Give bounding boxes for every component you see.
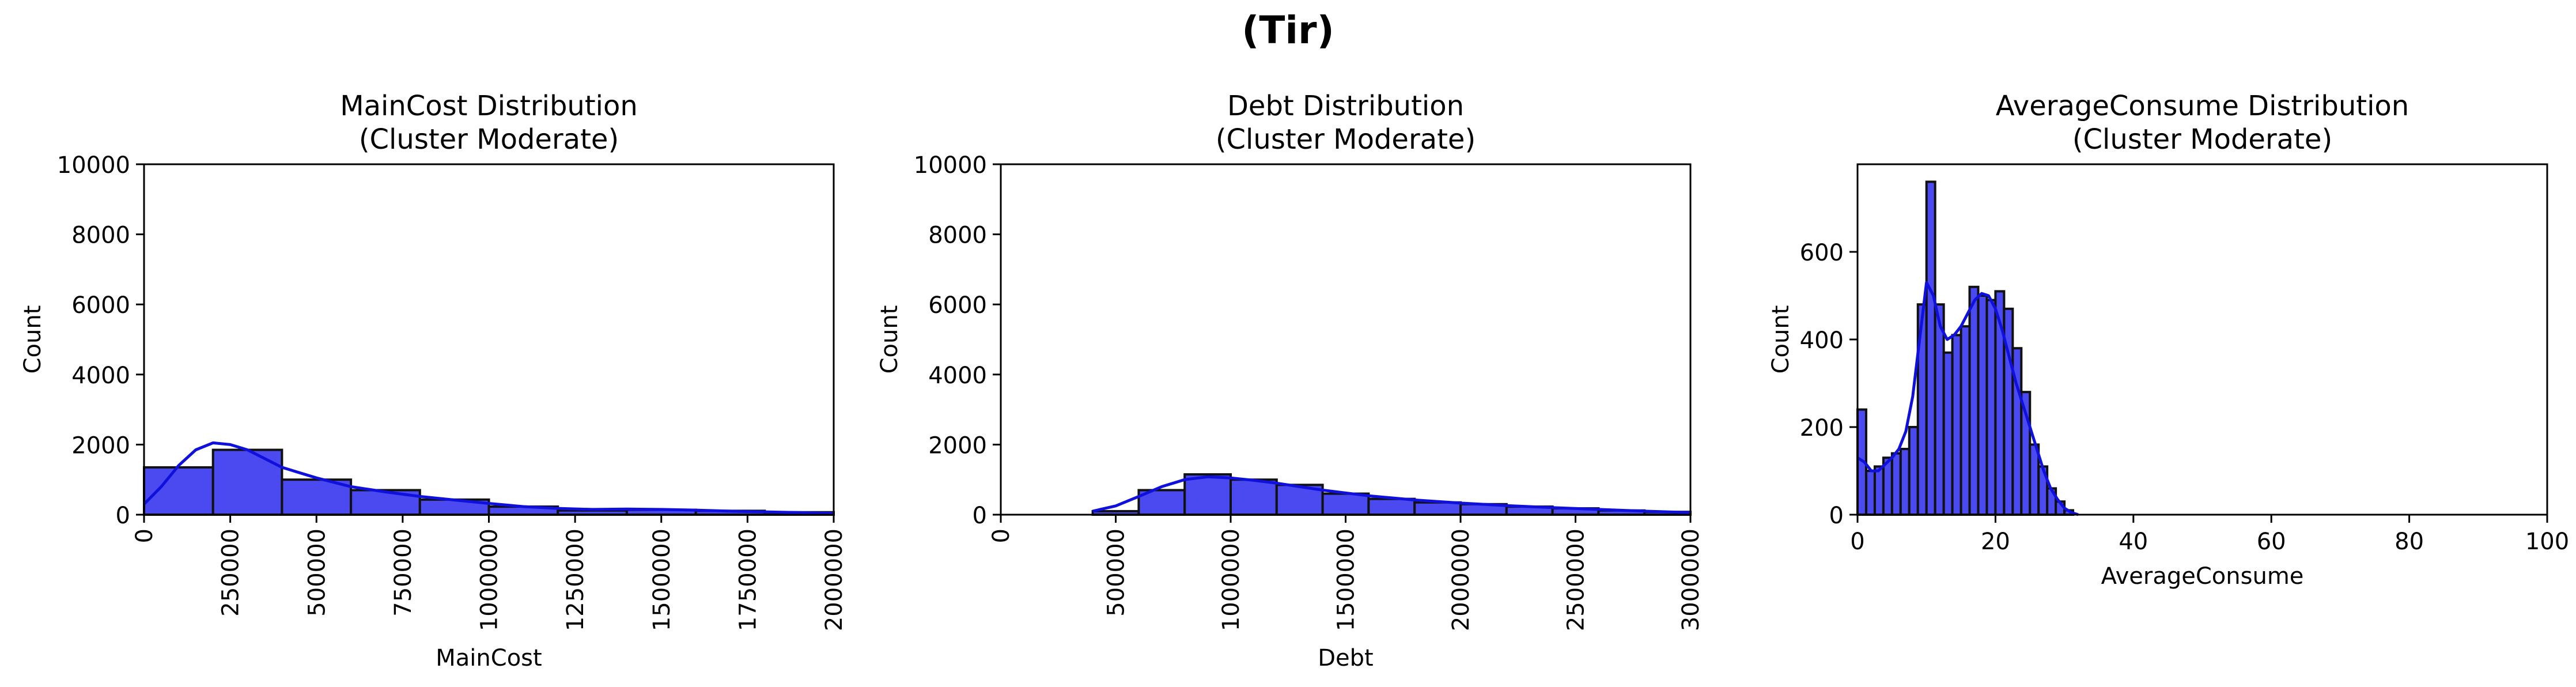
x-tick-label: 100 — [2525, 529, 2569, 555]
histogram-bar — [1899, 448, 1911, 516]
x-tick-label: 20 — [1981, 529, 2010, 555]
y-tick-label: 6000 — [71, 292, 130, 319]
histogram-bar — [1864, 470, 1876, 516]
histogram-bar — [1985, 299, 1997, 516]
y-tick-label: 8000 — [928, 222, 987, 249]
y-tick-label: 10000 — [914, 152, 987, 179]
histogram-bar — [1890, 452, 1902, 516]
axes-frame — [1000, 163, 1692, 516]
histogram-bar — [1321, 492, 1370, 516]
x-tick-label: 60 — [2257, 529, 2286, 555]
x-tick-label: 0 — [131, 529, 158, 543]
x-tick-label: 1500000 — [649, 529, 675, 631]
y-axis-label: Count — [20, 305, 46, 374]
x-tick-label: 250000 — [218, 529, 244, 617]
y-tick-label: 4000 — [71, 363, 130, 389]
histogram-bar — [1413, 501, 1462, 516]
y-tick-label: 0 — [1829, 503, 1844, 529]
kde-line — [143, 441, 834, 515]
chart-title-line: (Cluster Moderate) — [359, 123, 619, 156]
chart-title-line: (Cluster Moderate) — [1216, 123, 1476, 156]
y-axis-label: Count — [876, 305, 903, 374]
x-tick-label: 2500000 — [1563, 529, 1590, 631]
histogram-bar — [281, 478, 353, 516]
x-axis-label: MainCost — [436, 645, 542, 671]
x-tick-label: 2000000 — [1448, 529, 1474, 631]
histogram-bar — [1183, 473, 1232, 516]
histogram-bar — [1951, 334, 1962, 516]
histogram-bar — [1977, 295, 1988, 516]
chart-panel-2: Debt Distribution(Cluster Moderate) 0 2000… — [876, 90, 1704, 671]
x-tick-label: 80 — [2395, 529, 2424, 555]
histogram-bar — [1925, 180, 1936, 516]
x-tick-label: 0 — [988, 529, 1015, 543]
y-tick-label: 4000 — [928, 363, 987, 389]
histogram-bar — [1230, 478, 1278, 516]
y-axis-label: Count — [1768, 305, 1794, 374]
x-tick-label: 0 — [1850, 529, 1864, 555]
histogram-bar — [143, 466, 214, 516]
kde-line — [1092, 475, 1691, 514]
chart-title-line: (Cluster Moderate) — [2072, 123, 2332, 156]
histogram-bar — [1968, 285, 1980, 516]
histogram-bar — [1934, 303, 1945, 516]
y-tick-label: 200 — [1800, 415, 1844, 441]
y-tick-label: 400 — [1800, 327, 1844, 354]
y-tick-label: 0 — [973, 503, 987, 529]
x-tick-label: 500000 — [304, 529, 330, 617]
y-tick-label: 6000 — [928, 292, 987, 319]
histogram-bar — [1367, 497, 1416, 516]
x-tick-label: 40 — [2119, 529, 2148, 555]
x-tick-label: 500000 — [1103, 529, 1130, 617]
chart-panel-1: MainCost Distribution(Cluster Moderate) 0… — [20, 90, 848, 671]
histogram-bar — [1908, 426, 1919, 516]
y-tick-label: 2000 — [928, 432, 987, 459]
histogram-bar — [1873, 465, 1885, 516]
x-axis-label: Debt — [1318, 645, 1373, 671]
y-tick-label: 0 — [116, 503, 130, 529]
x-tick-label: 2000000 — [821, 529, 848, 631]
y-tick-label: 10000 — [57, 152, 130, 179]
chart-title-line: AverageConsume Distribution — [1996, 90, 2409, 122]
kde-line — [1856, 281, 2079, 516]
y-tick-label: 8000 — [71, 222, 130, 249]
chart-panel-3: AverageConsume Distribution(Cluster Mode… — [1768, 90, 2569, 590]
x-tick-label: 1000000 — [476, 529, 503, 631]
histogram-bar — [1960, 325, 1971, 516]
chart-title-line: Debt Distribution — [1227, 90, 1464, 122]
histogram-bar — [211, 448, 283, 516]
histogram-bar — [1942, 351, 1954, 516]
x-tick-label: 1250000 — [562, 529, 589, 631]
y-tick-label: 2000 — [71, 432, 130, 459]
x-tick-label: 1500000 — [1333, 529, 1360, 631]
x-axis-label: AverageConsume — [2101, 563, 2304, 590]
x-tick-label: 3000000 — [1678, 529, 1704, 631]
chart-title-line: MainCost Distribution — [340, 90, 638, 122]
x-tick-label: 750000 — [390, 529, 417, 617]
x-tick-label: 1000000 — [1218, 529, 1245, 631]
y-tick-label: 600 — [1800, 240, 1844, 266]
figure-title: (Tir) — [1242, 8, 1334, 52]
x-tick-label: 1750000 — [735, 529, 761, 631]
